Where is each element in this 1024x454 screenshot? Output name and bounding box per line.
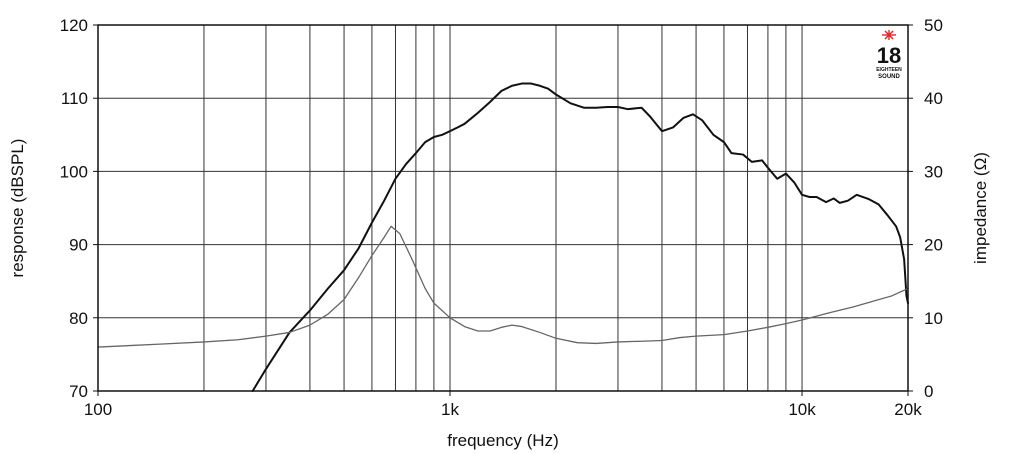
grid <box>98 25 908 391</box>
y2-tick-label: 20 <box>924 236 943 255</box>
x-tick-label: 100 <box>84 400 112 419</box>
y-tick-label: 110 <box>61 89 88 108</box>
y-tick-label: 80 <box>69 309 88 328</box>
brand-logo: 18 EIGHTEEN SOUND <box>876 30 902 80</box>
y2-axis-title: impedance (Ω) <box>971 152 990 264</box>
y-tick-label: 70 <box>69 382 88 401</box>
y2-tick-label: 30 <box>924 162 943 181</box>
y-tick-label: 120 <box>60 16 88 35</box>
response-curve <box>251 82 909 392</box>
x-axis-title: frequency (Hz) <box>447 431 558 450</box>
logo-line1: EIGHTEEN <box>876 67 902 73</box>
y-tick-label: 90 <box>69 236 88 255</box>
y2-tick-label: 0 <box>924 382 933 401</box>
impedance-curve <box>97 225 909 348</box>
plot-frame <box>97 24 909 392</box>
y2-tick-label: 50 <box>924 16 943 35</box>
x-tick-label: 1k <box>441 400 459 419</box>
star-icon <box>882 30 896 40</box>
x-tick-label: 20k <box>894 400 922 419</box>
y-tick-label: 100 <box>60 162 88 181</box>
curves <box>97 82 909 392</box>
ticks: 100 1k 10k 20k 70 80 90 100 110 120 0 10 20 30 40 50 <box>60 16 943 419</box>
logo-number: 18 <box>877 43 901 68</box>
logo-line2: SOUND <box>878 74 900 80</box>
y2-tick-label: 40 <box>924 89 943 108</box>
y2-tick-label: 10 <box>924 309 943 328</box>
x-tick-label: 10k <box>788 400 816 419</box>
y-axis-title: response (dBSPL) <box>8 139 27 278</box>
